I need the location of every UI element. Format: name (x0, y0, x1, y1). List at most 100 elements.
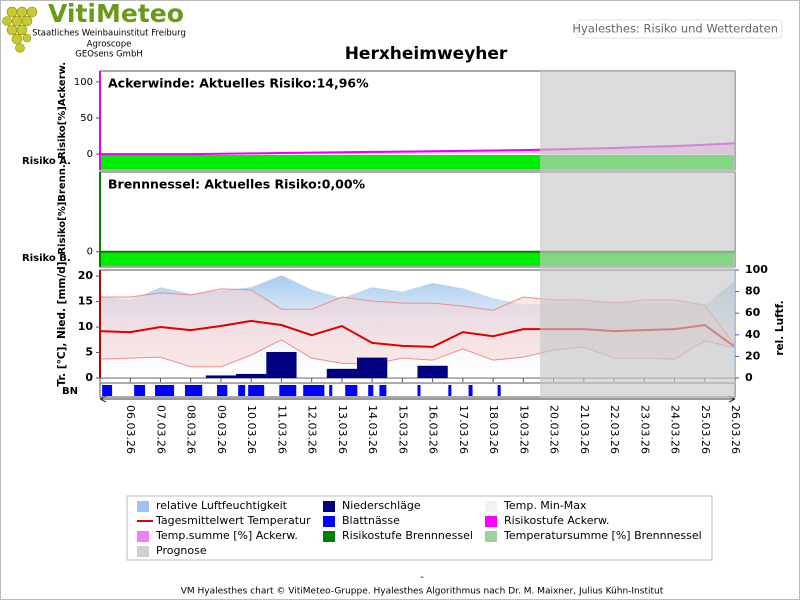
leaf-wetness (248, 385, 265, 396)
legend-label: Risikostufe Ackerw. (504, 514, 609, 527)
x-tick-label: 12.03.26 (306, 405, 319, 454)
band-label: Risiko B. (22, 253, 71, 264)
y2-tick-label: 60 (745, 306, 761, 319)
org-line: GEOsens GmbH (75, 50, 142, 60)
page-title: Hyalesthes: Risiko und Wetterdaten (572, 22, 778, 36)
y2-tick-label: 0 (745, 371, 753, 384)
precipitation-bar (326, 368, 358, 378)
legend-box (126, 495, 713, 561)
legend-label: Niederschläge (342, 499, 421, 512)
legend-label: Temperatursumme [%] Brennnessel (503, 529, 702, 542)
precipitation-bar (205, 375, 237, 378)
x-tick-label: 11.03.26 (275, 405, 288, 454)
y-tick-label: 10 (78, 320, 94, 333)
leaf-wetness (345, 385, 358, 396)
x-tick-label: 10.03.26 (245, 405, 258, 454)
bn-label: BN (62, 386, 78, 397)
leaf-wetness (329, 385, 333, 396)
logo-text: VitiMeteo (48, 0, 184, 28)
x-tick-label: 06.03.26 (124, 405, 137, 454)
legend-swatch (485, 516, 497, 527)
band-label: Risiko A. (22, 156, 71, 167)
x-tick-label: 26.03.26 (729, 405, 742, 454)
legend-label: Prognose (156, 544, 207, 557)
leaf-wetness (379, 385, 387, 396)
footer-mark: - (420, 572, 424, 583)
y2-tick-label: 80 (745, 285, 761, 298)
legend-label: Tagesmittelwert Temperatur (155, 514, 311, 527)
leaf-wetness (155, 385, 175, 396)
legend-swatch (323, 516, 335, 527)
y-axis-label: Tr. [°C], Nied. [mm/d] (56, 261, 68, 386)
leaf-wetness (134, 385, 146, 396)
legend-label: Blattnässe (342, 514, 400, 527)
logo-grapes (2, 6, 38, 53)
y-tick-label: 0 (85, 371, 93, 384)
leaf-wetness (497, 385, 501, 396)
x-tick-label: 17.03.26 (457, 405, 470, 454)
x-tick-label: 09.03.26 (215, 405, 228, 454)
y2-tick-label: 40 (745, 328, 761, 341)
legend-swatch (485, 531, 497, 542)
x-tick-label: 23.03.26 (638, 405, 651, 454)
leaf-wetness (279, 385, 297, 396)
legend-swatch (137, 546, 149, 557)
legend-swatch (323, 501, 335, 512)
y-tick-label: 20 (78, 269, 94, 282)
y-tick-label: 0 (87, 149, 93, 160)
x-tick-label: 08.03.26 (185, 405, 198, 454)
org-line: Agroscope (87, 40, 132, 50)
leaf-wetness (303, 385, 325, 396)
x-tick-label: 25.03.26 (699, 405, 712, 454)
legend-swatch (323, 531, 335, 542)
y-axis-label: Risiko[%]Brenn. (57, 164, 68, 254)
x-tick-label: 22.03.26 (608, 405, 621, 454)
legend-label: Risikostufe Brennnessel (342, 529, 473, 542)
x-tick-label: 18.03.26 (487, 405, 500, 454)
x-tick-label: 07.03.26 (154, 405, 167, 454)
y-tick-label: 15 (78, 295, 93, 308)
x-tick-label: 14.03.26 (366, 405, 379, 454)
x-tick-label: 20.03.26 (548, 405, 561, 454)
leaf-wetness (417, 385, 421, 396)
y-tick-label: 100 (74, 77, 93, 88)
scroll-arrows (99, 395, 736, 403)
legend-swatch (137, 531, 149, 542)
org-line: Staatliches Weinbauinstitut Freiburg (32, 29, 186, 39)
y-tick-label: 50 (80, 113, 93, 124)
legend-label: Temp.summe [%] Ackerw. (155, 529, 298, 542)
precipitation-bar (266, 352, 297, 378)
leaf-wetness (368, 385, 374, 396)
leaf-wetness (468, 385, 473, 396)
leaf-wetness (217, 385, 228, 396)
x-tick-label: 13.03.26 (336, 405, 349, 454)
x-tick-label: 24.03.26 (669, 405, 682, 454)
x-tick-label: 15.03.26 (396, 405, 409, 454)
y2-axis-label: rel. Luftf. (774, 300, 786, 355)
leaf-wetness (184, 385, 203, 396)
leaf-wetness (448, 385, 452, 396)
footer: VM Hyalesthes chart © VitiMeteo-Gruppe. … (181, 587, 664, 597)
annotation: Brennnessel: Aktuelles Risiko:0,00% (108, 177, 366, 192)
legend-swatch (485, 501, 497, 512)
leaf-wetness (238, 385, 246, 396)
precipitation-bar (236, 373, 267, 378)
leaf-wetness (102, 385, 113, 396)
forecast-overlay (539, 71, 735, 398)
legend-label: relative Luftfeuchtigkeit (156, 499, 288, 512)
legend-label: Temp. Min-Max (503, 499, 587, 512)
x-tick-label: 19.03.26 (517, 405, 530, 454)
y2-tick-label: 20 (745, 349, 761, 362)
annotation: Ackerwinde: Aktuelles Risiko:14,96% (108, 76, 369, 91)
legend-swatch (137, 501, 149, 512)
precipitation-bar (417, 365, 448, 378)
y2-tick-label: 100 (745, 263, 768, 276)
x-tick-label: 16.03.26 (427, 405, 440, 454)
y-tick-label: 5 (85, 346, 93, 359)
x-tick-label: 21.03.26 (578, 405, 591, 454)
y-axis-label: Risiko[%]Ackerw. (57, 62, 68, 159)
precipitation-bar (357, 357, 388, 378)
page-title-box (576, 19, 783, 39)
